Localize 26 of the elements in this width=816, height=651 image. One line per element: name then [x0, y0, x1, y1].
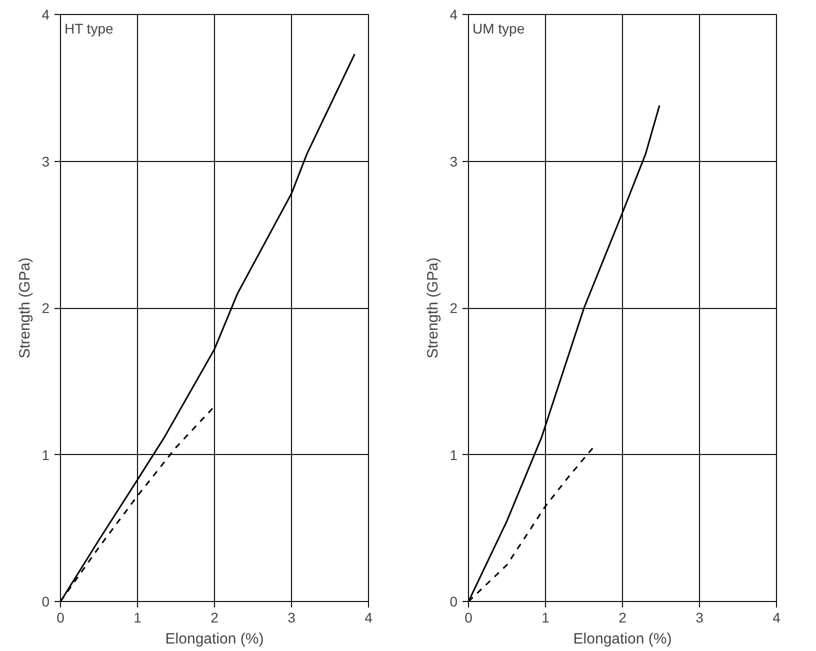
x-tick-label: 3 — [696, 610, 704, 626]
y-tick-label: 4 — [450, 6, 458, 22]
y-tick-label: 3 — [42, 153, 50, 170]
y-tick-label: 0 — [450, 594, 458, 610]
x-tick-label: 4 — [364, 610, 373, 626]
x-tick-label: 0 — [464, 610, 473, 626]
y-tick-label: 4 — [42, 6, 50, 22]
x-tick-label: 4 — [772, 610, 781, 626]
y-tick-label: 3 — [450, 153, 458, 170]
x-tick-label: 2 — [210, 610, 219, 626]
y-tick-label: 1 — [42, 446, 50, 463]
x-tick-label: 1 — [542, 610, 550, 626]
x-tick-label: 2 — [618, 610, 627, 626]
y-tick-label: 2 — [42, 300, 50, 316]
x-axis-title: Elongation (%) — [165, 630, 264, 648]
y-tick-label: 0 — [42, 594, 50, 610]
y-axis-title: Strength (GPa) — [16, 258, 34, 358]
x-tick-label: 3 — [288, 610, 296, 626]
y-tick-label: 2 — [450, 300, 458, 316]
x-tick-label: 1 — [134, 610, 142, 626]
y-axis-title: Strength (GPa) — [424, 258, 442, 358]
chart-title: UM type — [472, 20, 525, 36]
x-tick-label: 0 — [56, 610, 65, 626]
y-tick-label: 1 — [450, 446, 458, 463]
chart-title: HT type — [64, 20, 114, 36]
x-axis-title: Elongation (%) — [573, 630, 672, 648]
